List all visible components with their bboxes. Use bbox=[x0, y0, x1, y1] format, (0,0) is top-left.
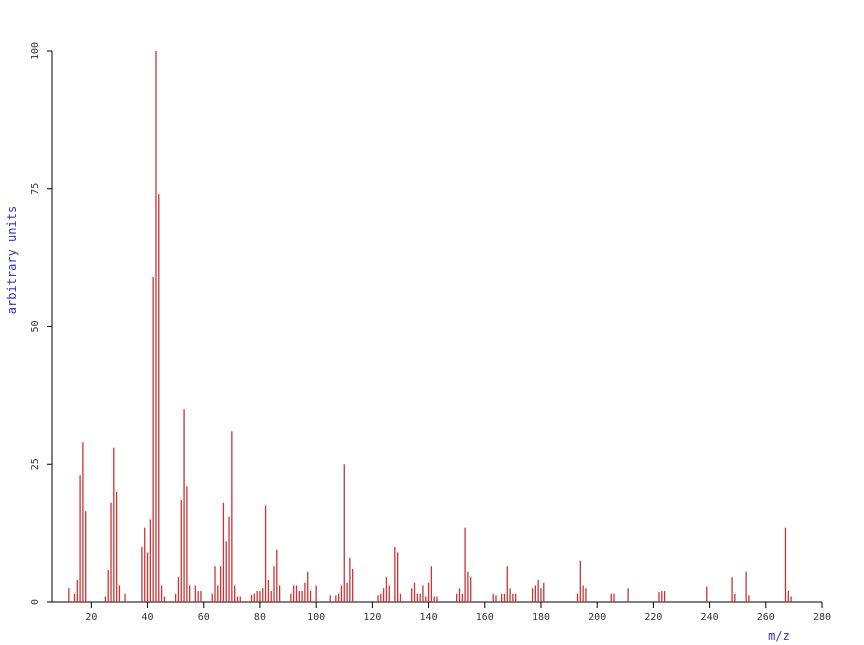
y-tick-label: 25 bbox=[30, 458, 41, 470]
x-tick-label: 220 bbox=[644, 612, 662, 623]
y-tick-label: 75 bbox=[30, 183, 41, 195]
x-tick-label: 40 bbox=[142, 612, 154, 623]
x-tick-label: 240 bbox=[701, 612, 719, 623]
x-tick-label: 100 bbox=[307, 612, 325, 623]
x-tick-label: 180 bbox=[532, 612, 550, 623]
x-tick-label: 260 bbox=[757, 612, 775, 623]
x-tick-label: 120 bbox=[363, 612, 381, 623]
x-axis-label: m/z bbox=[768, 629, 790, 643]
x-tick-label: 160 bbox=[476, 612, 494, 623]
x-tick-label: 140 bbox=[420, 612, 438, 623]
x-tick-label: 200 bbox=[588, 612, 606, 623]
y-tick-label: 50 bbox=[30, 320, 41, 332]
x-tick-label: 20 bbox=[85, 612, 97, 623]
x-tick-label: 280 bbox=[813, 612, 831, 623]
x-tick-label: 80 bbox=[254, 612, 266, 623]
y-axis-label: arbitrary units bbox=[5, 206, 19, 314]
y-tick-label: 100 bbox=[30, 42, 41, 60]
y-tick-label: 0 bbox=[30, 599, 41, 605]
x-tick-label: 60 bbox=[198, 612, 210, 623]
